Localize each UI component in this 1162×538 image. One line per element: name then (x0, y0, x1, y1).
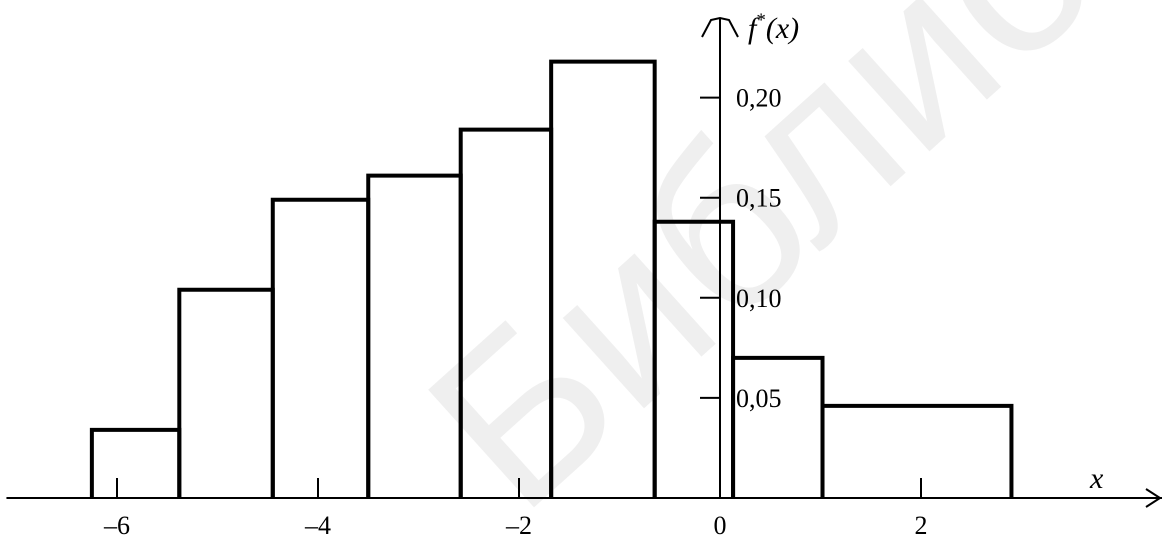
x-tick-label: 2 (915, 511, 928, 538)
x-tick-label: –4 (304, 511, 331, 538)
y-axis-label: f*(x) (748, 10, 799, 45)
y-tick-label: 0,15 (736, 184, 782, 213)
x-tick-label: 0 (714, 511, 727, 538)
histogram-bar (820, 403, 1014, 498)
x-tick-label: –6 (103, 511, 130, 538)
y-tick-label: 0,05 (736, 384, 782, 413)
watermark: Библиотека БГУИР (381, 0, 1162, 538)
y-tick-label: 0,20 (736, 84, 782, 113)
histogram-bar (89, 427, 182, 498)
x-tick-label: –2 (505, 511, 532, 538)
histogram-bar (177, 287, 275, 498)
x-axis-label: x (1089, 462, 1104, 495)
y-axis-arrow (701, 16, 739, 38)
watermark-text: Библиотека БГУИР (381, 0, 1162, 538)
axes (6, 16, 1162, 508)
histogram-bar (270, 197, 371, 498)
x-axis-arrow (1145, 488, 1162, 508)
y-tick-label: 0,10 (736, 284, 782, 313)
histogram-bins (89, 59, 1014, 498)
axis-labels: –6 –4 –2 0 2 0,05 0,10 0,15 0,20 x f*(x) (103, 10, 1104, 538)
